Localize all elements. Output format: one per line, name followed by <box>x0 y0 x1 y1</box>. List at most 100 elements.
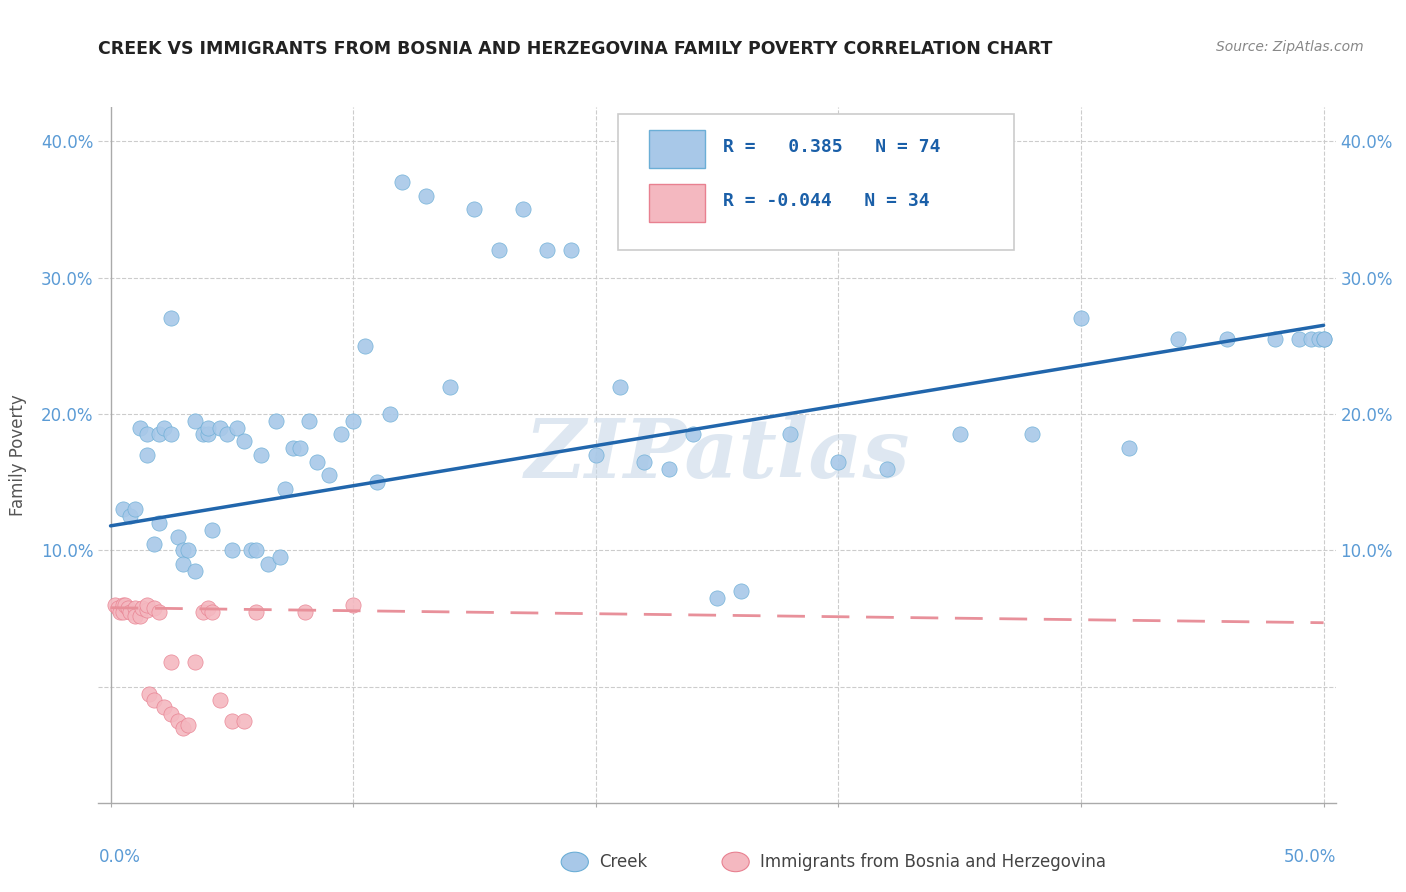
Point <box>107 600 129 615</box>
Point <box>949 427 972 442</box>
Point <box>118 509 141 524</box>
Point <box>114 598 136 612</box>
Point <box>177 543 200 558</box>
Point <box>1070 311 1092 326</box>
Point <box>184 414 207 428</box>
Point <box>221 714 243 728</box>
Point <box>1301 332 1323 346</box>
FancyBboxPatch shape <box>619 114 1014 250</box>
Point <box>148 605 170 619</box>
Point <box>201 605 224 619</box>
Point <box>128 608 150 623</box>
Point <box>225 420 247 434</box>
Point <box>172 557 194 571</box>
Point <box>269 550 291 565</box>
Point <box>201 523 224 537</box>
Point <box>124 608 146 623</box>
Y-axis label: Family Poverty: Family Poverty <box>10 394 27 516</box>
Point <box>172 721 194 735</box>
Point <box>197 420 219 434</box>
Point <box>233 434 256 449</box>
Point <box>657 461 679 475</box>
Point <box>136 448 159 462</box>
Point <box>245 605 267 619</box>
Point <box>1312 332 1334 346</box>
Point <box>318 468 340 483</box>
Text: Source: ZipAtlas.com: Source: ZipAtlas.com <box>1216 40 1364 54</box>
Point <box>257 557 280 571</box>
Point <box>111 502 134 516</box>
Point <box>682 427 704 442</box>
Point <box>221 543 243 558</box>
Point <box>439 380 461 394</box>
Point <box>167 714 190 728</box>
Point <box>1288 332 1310 346</box>
Point <box>143 600 166 615</box>
Point <box>124 502 146 516</box>
Point <box>197 600 219 615</box>
Point <box>366 475 388 490</box>
Point <box>378 407 401 421</box>
Point <box>512 202 534 217</box>
Point <box>131 600 153 615</box>
Point <box>245 543 267 558</box>
Point <box>104 598 127 612</box>
Point <box>1308 332 1330 346</box>
Point <box>1167 332 1189 346</box>
Point <box>215 427 238 442</box>
Point <box>305 455 328 469</box>
Point <box>288 441 311 455</box>
Point <box>633 455 655 469</box>
Ellipse shape <box>723 852 749 871</box>
Point <box>1021 427 1043 442</box>
Point <box>233 714 256 728</box>
Point <box>143 536 166 550</box>
Point <box>585 448 607 462</box>
Point <box>730 584 752 599</box>
Point <box>779 427 801 442</box>
Point <box>294 605 316 619</box>
Point <box>208 693 231 707</box>
Point <box>298 414 321 428</box>
FancyBboxPatch shape <box>650 184 704 222</box>
Point <box>136 603 159 617</box>
FancyBboxPatch shape <box>650 130 704 169</box>
Point <box>184 564 207 578</box>
Point <box>111 598 134 612</box>
Point <box>281 441 304 455</box>
Point <box>876 461 898 475</box>
Point <box>330 427 353 442</box>
Point <box>197 427 219 442</box>
Point <box>264 414 287 428</box>
Point <box>124 600 146 615</box>
Text: Immigrants from Bosnia and Herzegovina: Immigrants from Bosnia and Herzegovina <box>761 853 1107 871</box>
Point <box>177 718 200 732</box>
Point <box>463 202 485 217</box>
Point <box>415 188 437 202</box>
Text: CREEK VS IMMIGRANTS FROM BOSNIA AND HERZEGOVINA FAMILY POVERTY CORRELATION CHART: CREEK VS IMMIGRANTS FROM BOSNIA AND HERZ… <box>98 40 1053 58</box>
Point <box>136 598 159 612</box>
Point <box>1312 332 1334 346</box>
Point <box>148 516 170 530</box>
Point <box>609 380 631 394</box>
Point <box>172 543 194 558</box>
Point <box>240 543 263 558</box>
Point <box>488 244 510 258</box>
Point <box>208 420 231 434</box>
Point <box>536 244 558 258</box>
Point <box>354 339 377 353</box>
Point <box>118 605 141 619</box>
Point <box>191 605 214 619</box>
Point <box>1264 332 1286 346</box>
Ellipse shape <box>561 852 588 871</box>
Point <box>342 414 364 428</box>
Point <box>153 700 176 714</box>
Point <box>250 448 273 462</box>
Text: Creek: Creek <box>599 853 648 871</box>
Point <box>1215 332 1237 346</box>
Point <box>136 427 159 442</box>
Point <box>160 655 183 669</box>
Point <box>391 175 413 189</box>
Point <box>274 482 297 496</box>
Text: R =   0.385   N = 74: R = 0.385 N = 74 <box>723 138 941 156</box>
